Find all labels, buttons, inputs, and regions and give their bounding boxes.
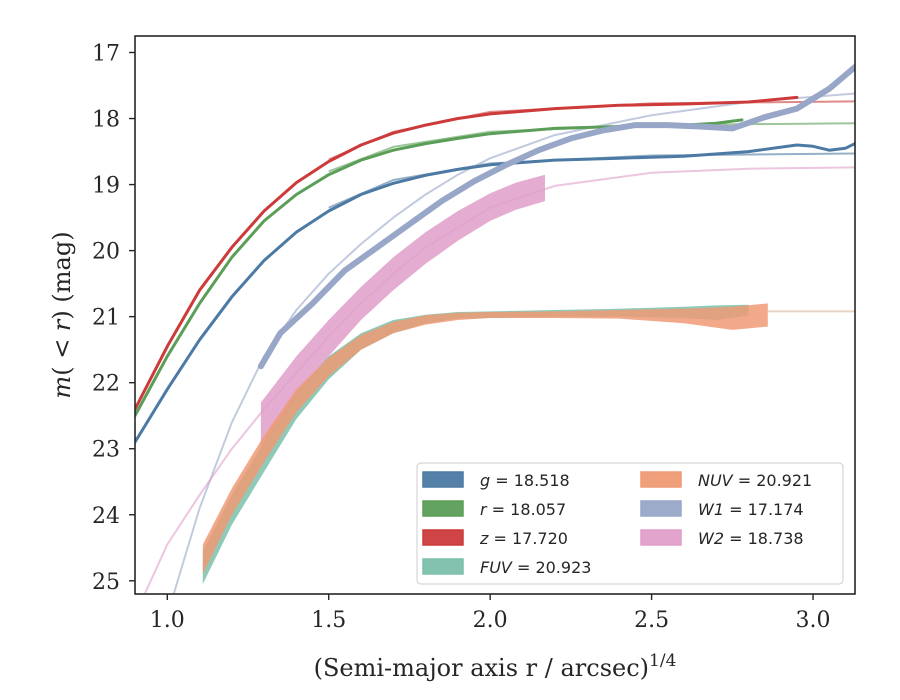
y-axis-ticks: 17 18 19 20 21 22 23 24 25 (92, 42, 135, 595)
legend-swatch-r (422, 500, 464, 517)
legend-swatch-g (422, 471, 464, 488)
x-tick-label: 2.5 (634, 608, 669, 633)
legend-label-W2: W2 = 18.738 (698, 529, 804, 548)
x-axis-label: (Semi-major axis r / arcsec)1/4 (314, 651, 677, 682)
legend-swatch-NUV (640, 471, 682, 488)
y-tick-label: 17 (92, 42, 120, 67)
plot-frame (134, 35, 856, 595)
legend-label-r: r = 18.057 (480, 500, 566, 519)
legend-swatch-W1 (640, 500, 682, 517)
y-axis-label: m( < r) (mag) (48, 231, 76, 398)
y-tick-label: 25 (92, 570, 120, 595)
x-axis-ticks: 1.0 1.5 2.0 2.5 3.0 (150, 594, 831, 633)
y-tick-label: 19 (92, 174, 120, 199)
legend: g = 18.518 r = 18.057 z = 17.720 FUV = 20.9… (416, 462, 844, 585)
r-fit-curve (328, 122, 855, 173)
x-tick-label: 2.0 (473, 608, 508, 633)
W1-fit-curve (172, 92, 855, 594)
series-W1-line (257, 64, 855, 370)
legend-label-W1: W1 = 17.174 (698, 500, 804, 519)
legend-swatch-FUV (422, 558, 464, 575)
y-tick-label: 20 (92, 240, 120, 265)
x-tick-label: 1.0 (150, 608, 185, 633)
line-series (135, 64, 855, 444)
legend-label-NUV: NUV = 20.921 (698, 471, 812, 490)
y-tick-label: 18 (92, 108, 120, 133)
series-g-line (135, 142, 855, 444)
y-tick-label: 24 (92, 504, 120, 529)
legend-label-FUV: FUV = 20.923 (480, 558, 591, 577)
legend-swatch-z (422, 529, 464, 546)
x-tick-label: 3.0 (796, 608, 831, 633)
x-tick-label: 1.5 (311, 608, 346, 633)
band-series (202, 174, 768, 585)
series-z-line (135, 95, 799, 411)
y-tick-label: 23 (92, 438, 120, 463)
y-tick-label: 22 (92, 372, 120, 397)
y-tick-label: 21 (92, 306, 120, 331)
legend-label-z: z = 17.720 (479, 529, 568, 548)
series-W2-band (260, 174, 545, 449)
legend-box (416, 462, 844, 585)
legend-label-g: g = 18.518 (480, 471, 570, 490)
legend-swatch-W2 (640, 529, 682, 546)
